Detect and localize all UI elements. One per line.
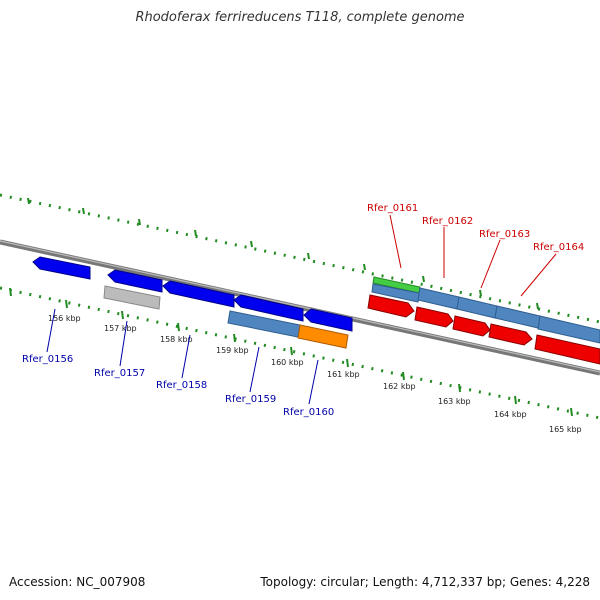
label-rfer-0163[interactable]: Rfer_0163 xyxy=(479,229,530,240)
gene-rfer-0157[interactable] xyxy=(107,269,163,293)
label-rfer-0157[interactable]: Rfer_0157 xyxy=(94,368,145,379)
gene-rfer-0162[interactable] xyxy=(414,306,454,328)
kbp-label: 159 kbp xyxy=(216,346,249,355)
genome-summary-text: Topology: circular; Length: 4,712,337 bp… xyxy=(260,575,590,589)
kbp-label: 156 kbp xyxy=(48,314,81,323)
reverse-gene-labels: Rfer_0161 Rfer_0162 Rfer_0163 Rfer_0164 xyxy=(367,203,584,253)
gene-partial-red[interactable] xyxy=(534,334,600,365)
label-rfer-0159[interactable]: Rfer_0159 xyxy=(225,394,276,405)
kbp-label: 158 kbp xyxy=(160,335,193,344)
label-rfer-0156[interactable]: Rfer_0156 xyxy=(22,354,73,365)
kbp-label: 164 kbp xyxy=(494,410,527,419)
feature-blue-2[interactable] xyxy=(417,287,460,310)
label-rfer-0158[interactable]: Rfer_0158 xyxy=(156,380,207,391)
outer-minor-ticks xyxy=(0,193,600,324)
feature-blue-3[interactable] xyxy=(456,296,498,319)
kbp-label: 165 kbp xyxy=(549,425,582,434)
feature-blue-1[interactable] xyxy=(371,283,420,303)
outer-major-ticks xyxy=(27,197,539,310)
kbp-labels: 156 kbp 157 kbp 158 kbp 159 kbp 160 kbp … xyxy=(48,314,582,434)
gene-rfer-0161[interactable] xyxy=(367,294,415,318)
gene-rfer-0160[interactable] xyxy=(303,308,353,332)
gene-rfer-0158[interactable] xyxy=(162,280,235,308)
label-rfer-0164[interactable]: Rfer_0164 xyxy=(533,242,584,253)
gene-rfer-0163[interactable] xyxy=(452,315,491,337)
kbp-label: 162 kbp xyxy=(383,382,416,391)
inner-minor-ticks xyxy=(0,286,600,420)
outer-tick-ring xyxy=(0,193,600,324)
reverse-label-leaders xyxy=(389,214,557,297)
kbp-label: 161 kbp xyxy=(327,370,360,379)
feature-blue-4[interactable] xyxy=(494,305,541,329)
gene-rfer-0156[interactable] xyxy=(32,256,91,280)
inner-major-ticks xyxy=(9,287,573,417)
kbp-label: 157 kbp xyxy=(104,324,137,333)
rna-feature-grey[interactable] xyxy=(103,285,161,310)
map-title: Rhodoferax ferrireducens T118, complete … xyxy=(135,10,465,25)
reverse-genes xyxy=(367,294,600,365)
inner-tick-ring xyxy=(0,286,600,420)
forward-genes xyxy=(32,256,353,332)
cds-feature-orange[interactable] xyxy=(297,324,349,349)
label-rfer-0161[interactable]: Rfer_0161 xyxy=(367,203,418,214)
label-rfer-0162[interactable]: Rfer_0162 xyxy=(422,216,473,227)
label-rfer-0160[interactable]: Rfer_0160 xyxy=(283,407,334,418)
reverse-features xyxy=(371,276,600,344)
forward-label-leaders xyxy=(46,308,319,405)
forward-gene-labels: Rfer_0156 Rfer_0157 Rfer_0158 Rfer_0159 … xyxy=(22,354,334,418)
accession-text: Accession: NC_007908 xyxy=(9,575,146,589)
kbp-label: 160 kbp xyxy=(271,358,304,367)
kbp-label: 163 kbp xyxy=(438,397,471,406)
gene-rfer-0164[interactable] xyxy=(488,323,533,346)
feature-blue-5[interactable] xyxy=(537,315,600,344)
gene-rfer-0159[interactable] xyxy=(233,294,304,322)
genome-backbone xyxy=(0,239,600,376)
forward-features xyxy=(103,285,349,349)
